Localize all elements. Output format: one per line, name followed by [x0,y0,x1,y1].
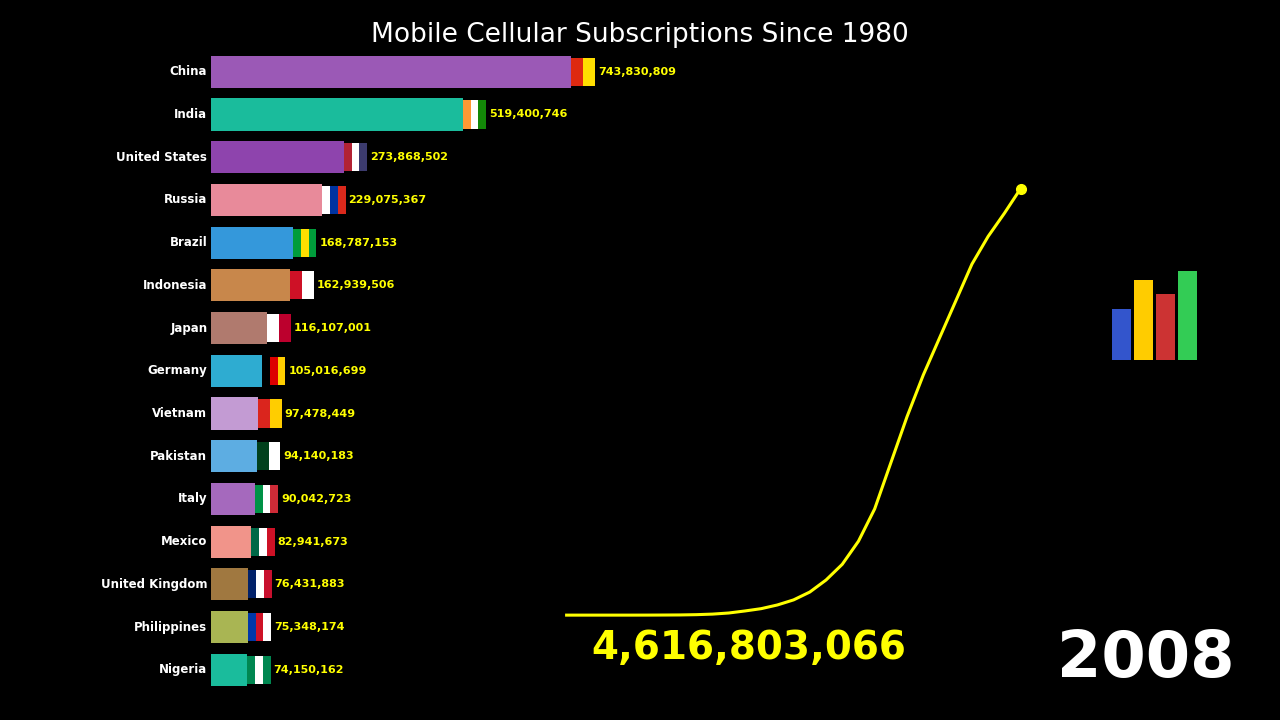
FancyBboxPatch shape [268,314,279,342]
Text: United Kingdom: United Kingdom [101,578,207,591]
Bar [211,141,344,174]
FancyBboxPatch shape [270,485,278,513]
FancyBboxPatch shape [270,400,282,428]
FancyBboxPatch shape [256,570,264,598]
Text: 90,042,723: 90,042,723 [282,494,352,504]
Text: Philippines: Philippines [134,621,207,634]
FancyBboxPatch shape [251,528,259,556]
Text: 4,616,803,066: 4,616,803,066 [591,629,906,667]
FancyBboxPatch shape [344,143,352,171]
Text: Pakistan: Pakistan [150,450,207,463]
Bar [211,184,323,216]
FancyBboxPatch shape [293,228,301,257]
FancyBboxPatch shape [330,186,338,214]
FancyBboxPatch shape [248,613,256,642]
Text: 162,939,506: 162,939,506 [316,280,394,290]
Text: Mobile Cellular Subscriptions Since 1980: Mobile Cellular Subscriptions Since 1980 [371,22,909,48]
Text: 82,941,673: 82,941,673 [278,536,348,546]
Bar [211,568,248,600]
Bar [211,99,463,130]
Text: 105,016,699: 105,016,699 [288,366,367,376]
Bar [211,397,259,430]
FancyBboxPatch shape [301,228,308,257]
FancyBboxPatch shape [262,485,270,513]
Text: 168,787,153: 168,787,153 [319,238,397,248]
FancyBboxPatch shape [264,570,271,598]
Text: 229,075,367: 229,075,367 [348,195,426,205]
Bar [211,269,291,302]
Text: 97,478,449: 97,478,449 [284,408,356,418]
Text: 519,400,746: 519,400,746 [489,109,567,120]
FancyBboxPatch shape [268,528,275,556]
Bar [211,526,251,558]
FancyBboxPatch shape [262,656,270,684]
FancyBboxPatch shape [269,442,280,470]
Text: India: India [174,108,207,121]
Text: United States: United States [116,150,207,163]
FancyBboxPatch shape [584,58,595,86]
FancyBboxPatch shape [308,228,316,257]
FancyBboxPatch shape [291,271,302,300]
Bar [211,440,257,472]
Text: 116,107,001: 116,107,001 [293,323,371,333]
Text: 76,431,883: 76,431,883 [274,580,346,590]
Text: Indonesia: Indonesia [143,279,207,292]
Text: Japan: Japan [170,322,207,335]
Bar [211,355,262,387]
Bar [1134,280,1153,360]
Bar [1112,308,1132,360]
FancyBboxPatch shape [463,100,471,129]
FancyBboxPatch shape [479,100,486,129]
Text: 75,348,174: 75,348,174 [274,622,344,632]
Text: Nigeria: Nigeria [159,663,207,676]
Bar [1156,294,1175,360]
FancyBboxPatch shape [360,143,367,171]
Bar [211,227,293,258]
Text: 273,868,502: 273,868,502 [370,152,448,162]
FancyBboxPatch shape [352,143,360,171]
FancyBboxPatch shape [247,656,255,684]
Bar [211,312,268,344]
Text: Russia: Russia [164,194,207,207]
FancyBboxPatch shape [338,186,346,214]
Text: Mexico: Mexico [161,535,207,548]
Text: 74,150,162: 74,150,162 [274,665,344,675]
FancyBboxPatch shape [279,314,291,342]
FancyBboxPatch shape [278,356,285,385]
FancyBboxPatch shape [323,186,330,214]
FancyBboxPatch shape [471,100,479,129]
FancyBboxPatch shape [270,356,278,385]
Bar [211,55,571,88]
Bar [211,654,247,686]
Text: Germany: Germany [147,364,207,377]
Text: Brazil: Brazil [170,236,207,249]
Text: Vietnam: Vietnam [152,407,207,420]
Bar [211,483,255,515]
FancyBboxPatch shape [259,528,268,556]
Text: Italy: Italy [178,492,207,505]
FancyBboxPatch shape [255,656,262,684]
FancyBboxPatch shape [302,271,314,300]
FancyBboxPatch shape [255,485,262,513]
FancyBboxPatch shape [248,570,256,598]
FancyBboxPatch shape [262,356,270,385]
FancyBboxPatch shape [571,58,584,86]
FancyBboxPatch shape [259,400,270,428]
FancyBboxPatch shape [264,613,271,642]
FancyBboxPatch shape [257,442,269,470]
Text: 743,830,809: 743,830,809 [598,67,676,77]
Text: 94,140,183: 94,140,183 [283,451,353,462]
FancyBboxPatch shape [256,613,264,642]
Bar [211,611,248,643]
Text: China: China [170,66,207,78]
Text: 2008: 2008 [1057,628,1234,690]
Bar [1178,271,1197,360]
